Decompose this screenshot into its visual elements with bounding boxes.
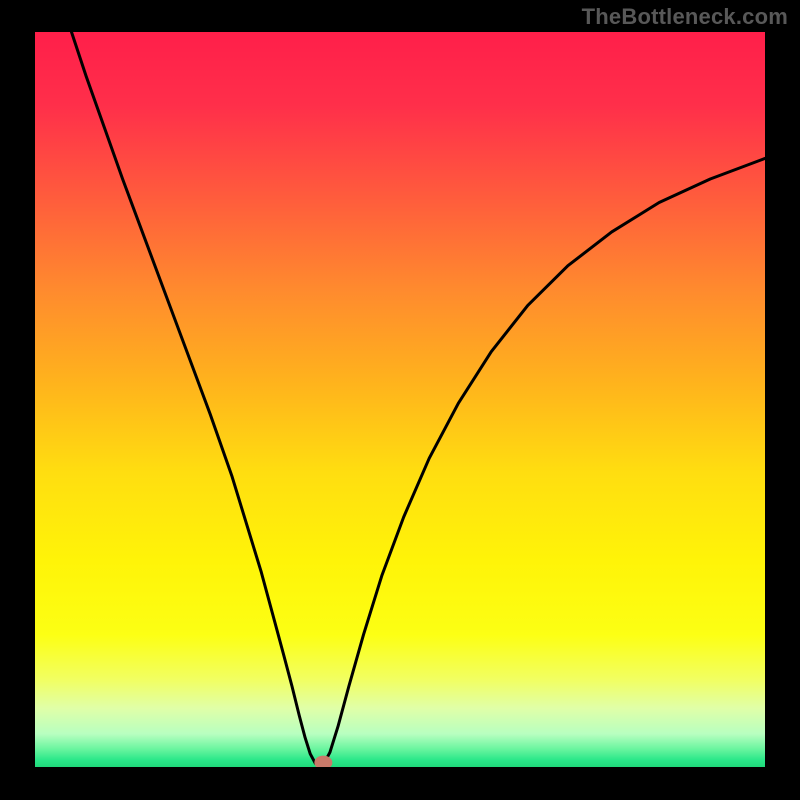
chart-container: TheBottleneck.com xyxy=(0,0,800,800)
plot-gradient-background xyxy=(35,32,765,767)
watermark-text: TheBottleneck.com xyxy=(582,4,788,30)
plot-area xyxy=(35,32,765,767)
